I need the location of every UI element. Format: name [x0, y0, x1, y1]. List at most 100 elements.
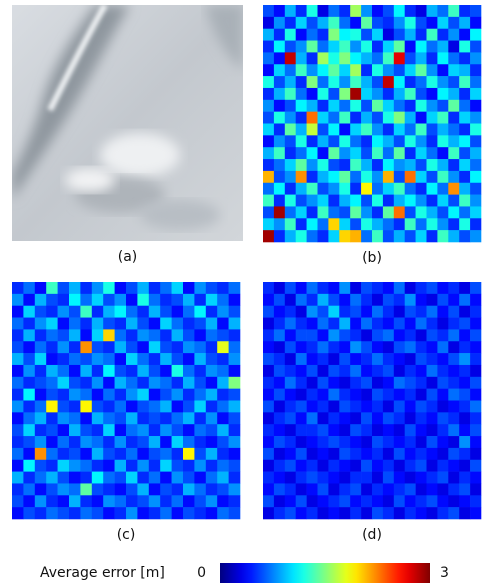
heatmap-cell	[405, 230, 416, 242]
heatmap-cell	[350, 183, 361, 195]
heatmap-cell	[274, 460, 285, 472]
heatmap-cell	[372, 112, 383, 124]
heatmap-cell	[217, 306, 229, 318]
heatmap-cell	[383, 306, 394, 318]
heatmap-cell	[416, 341, 427, 353]
heatmap-cell	[361, 436, 372, 448]
heatmap-cell	[394, 436, 405, 448]
heatmap-cell	[194, 424, 206, 436]
heatmap-cell	[307, 389, 318, 401]
heatmap-cell	[35, 306, 47, 318]
heatmap-cell	[437, 424, 448, 436]
heatmap-cell	[183, 306, 195, 318]
heatmap-cell	[285, 218, 296, 230]
heatmap-cell	[318, 76, 329, 88]
heatmap-cell	[206, 329, 218, 341]
heatmap-cell	[80, 306, 92, 318]
heatmap-cell	[160, 507, 172, 519]
heatmap-cell	[405, 147, 416, 159]
heatmap-cell	[274, 124, 285, 136]
heatmap-cell	[361, 306, 372, 318]
heatmap-cell	[103, 401, 115, 413]
heatmap-cell	[296, 353, 307, 365]
heatmap-cell	[263, 41, 274, 53]
heatmap-cell	[217, 472, 229, 484]
heatmap-cell	[46, 483, 58, 495]
heatmap-cell	[437, 460, 448, 472]
heatmap-cell	[285, 183, 296, 195]
heatmap-cell	[416, 41, 427, 53]
heatmap-cell	[416, 112, 427, 124]
heatmap-cell	[416, 306, 427, 318]
heatmap-cell	[405, 424, 416, 436]
heatmap-cell	[263, 472, 274, 484]
heatmap-cell	[427, 159, 438, 171]
heatmap-cell	[470, 353, 481, 365]
heatmap-cell	[328, 124, 339, 136]
heatmap-cell	[328, 448, 339, 460]
heatmap-cell	[372, 436, 383, 448]
heatmap-cell	[149, 495, 161, 507]
heatmap-cell	[339, 41, 350, 53]
heatmap-cell	[372, 52, 383, 64]
heatmap-cell	[172, 294, 184, 306]
heatmap-cell	[183, 282, 195, 294]
heatmap-cell	[394, 135, 405, 147]
heatmap-cell	[339, 424, 350, 436]
heatmap-cell	[318, 88, 329, 100]
heatmap-cell	[307, 135, 318, 147]
heatmap-cell	[206, 436, 218, 448]
heatmap-cell	[149, 483, 161, 495]
heatmap-cell	[149, 377, 161, 389]
heatmap-cell	[307, 41, 318, 53]
heatmap-cell	[470, 218, 481, 230]
heatmap-cell	[339, 460, 350, 472]
heatmap-cell	[437, 436, 448, 448]
heatmap-cell	[437, 5, 448, 17]
heatmap-cell	[459, 294, 470, 306]
heatmap-cell	[372, 100, 383, 112]
heatmap-cell	[394, 147, 405, 159]
heatmap-cell	[318, 389, 329, 401]
heatmap-cell	[405, 294, 416, 306]
heatmap-cell	[137, 306, 149, 318]
heatmap-cell	[372, 5, 383, 17]
heatmap-cell	[35, 318, 47, 330]
heatmap-cell	[263, 17, 274, 29]
heatmap-cell	[416, 206, 427, 218]
heatmap-cell	[69, 353, 81, 365]
heatmap-cell	[416, 76, 427, 88]
heatmap-cell	[46, 424, 58, 436]
heatmap-cell	[263, 5, 274, 17]
heatmap-cell	[427, 100, 438, 112]
heatmap-cell	[339, 401, 350, 413]
heatmap-cell	[361, 460, 372, 472]
heatmap-cell	[217, 389, 229, 401]
heatmap-cell	[383, 88, 394, 100]
heatmap-cell	[405, 124, 416, 136]
heatmap-cell	[383, 171, 394, 183]
heatmap-cell	[69, 483, 81, 495]
heatmap-cell	[35, 472, 47, 484]
heatmap-cell	[394, 306, 405, 318]
heatmap-cell	[115, 472, 127, 484]
heatmap-cell	[285, 17, 296, 29]
heatmap-cell	[350, 353, 361, 365]
heatmap-cell	[206, 495, 218, 507]
heatmap-cell	[206, 401, 218, 413]
heatmap-cell	[229, 424, 241, 436]
heatmap-cell	[296, 159, 307, 171]
heatmap-cell	[318, 5, 329, 17]
heatmap-cell	[470, 29, 481, 41]
heatmap-cell	[405, 377, 416, 389]
heatmap-cell	[394, 412, 405, 424]
heatmap-cell	[459, 306, 470, 318]
heatmap-cell	[69, 282, 81, 294]
heatmap-cell	[459, 17, 470, 29]
heatmap-cell	[372, 159, 383, 171]
heatmap-cell	[448, 64, 459, 76]
heatmap-cell	[416, 159, 427, 171]
heatmap-cell	[459, 112, 470, 124]
heatmap-cell	[470, 318, 481, 330]
heatmap-cell	[103, 341, 115, 353]
